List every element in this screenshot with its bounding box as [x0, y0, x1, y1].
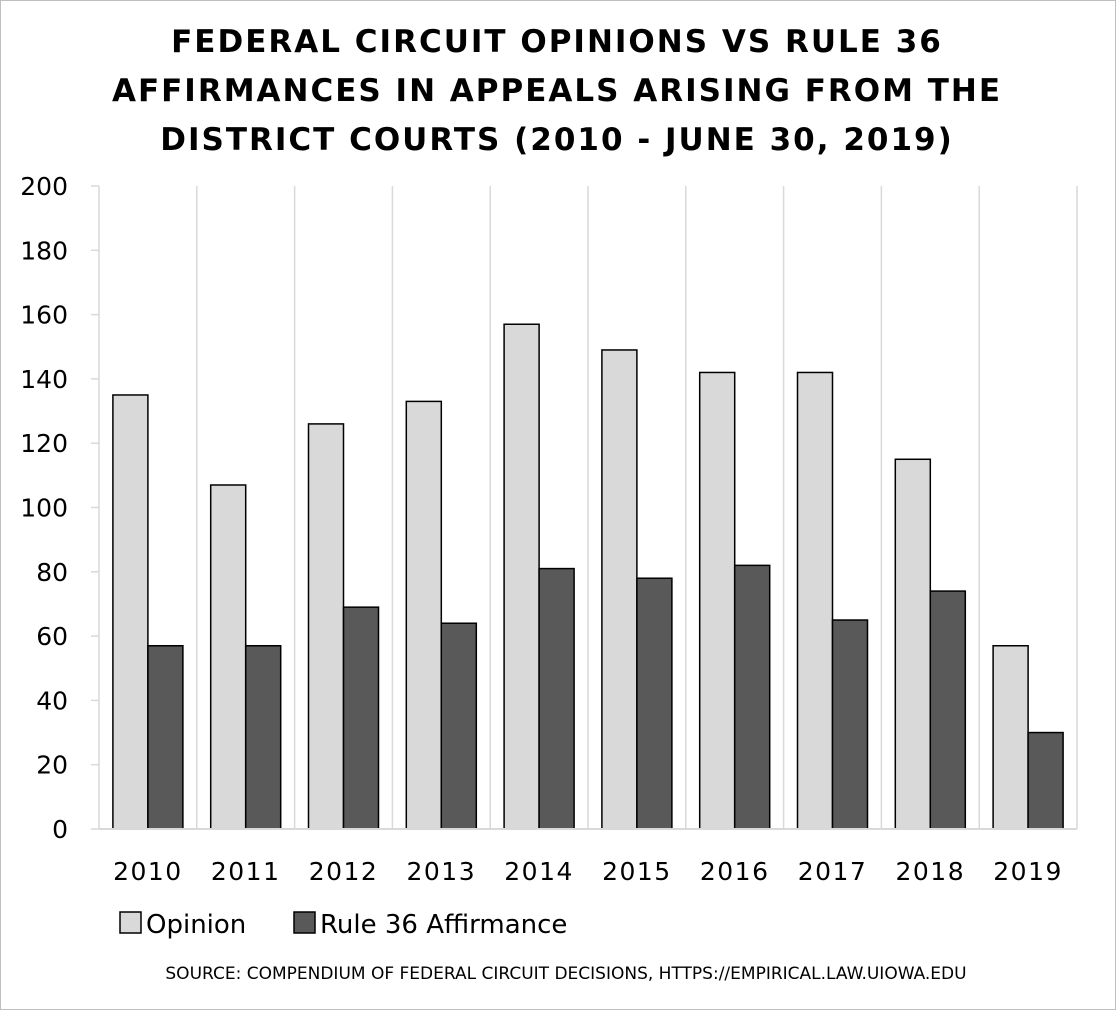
y-tick-label: 80 — [36, 558, 68, 587]
legend: Opinion Rule 36 Affirmance — [119, 910, 567, 940]
bar-opinion-2017 — [796, 371, 834, 830]
bar-rule36-2011 — [244, 644, 282, 830]
bar-rule36-2017 — [831, 619, 869, 830]
x-tick-label: 2014 — [504, 857, 574, 886]
legend-label-opinion: Opinion — [146, 910, 246, 940]
y-tick-label: 160 — [20, 301, 68, 330]
y-tick-label: 200 — [20, 172, 68, 201]
legend-label-rule36: Rule 36 Affirmance — [320, 910, 567, 940]
bar-rule36-2010 — [147, 644, 184, 830]
y-tick-label: 20 — [36, 751, 68, 780]
bar-rule36-2019 — [1027, 731, 1064, 830]
y-tick-label: 100 — [20, 494, 68, 523]
bar-rule36-2013 — [440, 622, 478, 830]
x-tick-label: 2012 — [309, 857, 379, 886]
bar-opinion-2018 — [894, 458, 932, 830]
y-axis-ticks: 0 20 40 60 80 100 120 140 160 180 200 — [20, 172, 99, 844]
legend-swatch-opinion — [119, 911, 142, 934]
bar-opinion-2011 — [209, 484, 247, 830]
x-tick-label: 2013 — [406, 857, 476, 886]
x-tick-label: 2010 — [113, 857, 183, 886]
gridlines — [98, 186, 1078, 829]
chart-title-line-1: FEDERAL CIRCUIT OPINIONS VS RULE 36 — [171, 24, 943, 60]
bar-rule36-2014 — [538, 567, 575, 830]
chart-title-line-2: AFFIRMANCES IN APPEALS ARISING FROM THE — [112, 73, 1002, 109]
bar-rule36-2016 — [733, 564, 771, 830]
bar-opinion-2010 — [112, 394, 149, 830]
bar-opinion-2015 — [601, 349, 638, 830]
x-tick-label: 2019 — [993, 857, 1063, 886]
y-tick-label: 120 — [20, 429, 68, 458]
y-tick-label: 60 — [36, 622, 68, 651]
bar-opinion-2019 — [992, 644, 1029, 830]
x-axis-ticks: 2010 2011 2012 2013 2014 2015 2016 2017 2018 2019 — [113, 857, 1063, 886]
bar-opinion-2016 — [698, 371, 736, 830]
y-tick-label: 180 — [20, 236, 68, 265]
legend-swatch-rule36 — [293, 911, 316, 934]
x-tick-label: 2017 — [798, 857, 868, 886]
y-tick-label: 40 — [36, 686, 68, 715]
bars — [112, 323, 1064, 830]
x-tick-label: 2016 — [700, 857, 770, 886]
bar-rule36-2015 — [636, 577, 673, 830]
bar-rule36-2018 — [929, 590, 967, 830]
source-note: SOURCE: COMPENDIUM OF FEDERAL CIRCUIT DE… — [165, 964, 966, 984]
chart-title-line-3: DISTRICT COURTS (2010 - JUNE 30, 2019) — [160, 122, 954, 158]
chart-title: FEDERAL CIRCUIT OPINIONS VS RULE 36 AFFI… — [112, 24, 1002, 158]
bar-opinion-2012 — [307, 423, 345, 830]
bar-opinion-2014 — [503, 323, 540, 830]
y-tick-label: 0 — [52, 815, 68, 844]
x-tick-label: 2015 — [602, 857, 672, 886]
x-tick-label: 2011 — [211, 857, 281, 886]
bar-opinion-2013 — [405, 400, 443, 830]
y-tick-label: 140 — [20, 365, 68, 394]
bar-rule36-2012 — [342, 606, 380, 830]
x-tick-label: 2018 — [895, 857, 965, 886]
